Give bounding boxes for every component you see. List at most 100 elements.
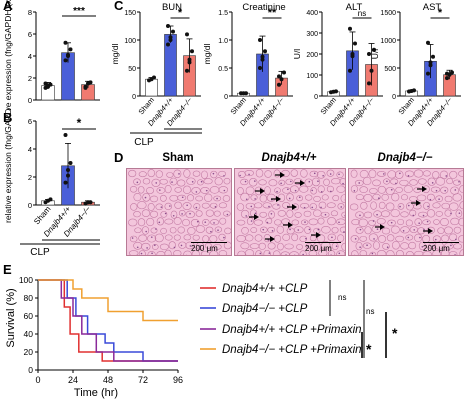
tubule xyxy=(405,234,414,241)
tubule xyxy=(201,170,208,179)
tubule xyxy=(272,203,281,210)
nucleus xyxy=(262,228,265,231)
y-tick-label: 0 xyxy=(28,201,32,210)
data-point xyxy=(168,38,173,42)
tubule xyxy=(299,235,308,242)
micrograph-ko: 200 μm xyxy=(348,168,464,256)
nucleus xyxy=(280,182,282,185)
nucleus xyxy=(266,221,269,224)
nucleus xyxy=(164,212,167,215)
tubule xyxy=(190,218,200,227)
tubule xyxy=(305,243,313,249)
tubule xyxy=(173,169,182,179)
tubule xyxy=(267,242,276,250)
tubule xyxy=(300,219,309,226)
tubule xyxy=(318,201,327,210)
tubule xyxy=(432,249,442,255)
survival-curve xyxy=(38,279,178,362)
tubule xyxy=(237,250,246,255)
tubule xyxy=(265,217,273,225)
nucleus xyxy=(329,173,332,175)
tubule xyxy=(405,251,414,255)
tubule xyxy=(435,211,443,217)
tubule xyxy=(193,203,201,210)
data-point xyxy=(68,161,73,165)
sig-label: * xyxy=(178,7,183,19)
tubule xyxy=(278,179,286,186)
panel-a-bars xyxy=(41,40,95,101)
tubule xyxy=(186,177,196,185)
tubule xyxy=(254,202,263,209)
tubule xyxy=(137,201,147,210)
tubule xyxy=(147,251,156,255)
data-point xyxy=(372,47,376,52)
tubule xyxy=(290,169,298,177)
nucleus xyxy=(322,174,324,177)
arrow-icon xyxy=(423,228,433,234)
nucleus xyxy=(431,245,434,248)
tubule xyxy=(160,211,168,218)
tubule xyxy=(277,242,284,251)
nucleus xyxy=(330,254,332,255)
tubule xyxy=(337,234,345,243)
tubule xyxy=(387,170,397,179)
tubule xyxy=(458,170,463,177)
tubule xyxy=(284,243,294,250)
tubule xyxy=(282,202,291,209)
tubule xyxy=(138,234,147,242)
nucleus xyxy=(250,220,253,222)
nucleus xyxy=(297,229,300,231)
y-tick-label: 1.5 xyxy=(218,10,228,17)
tubule xyxy=(200,186,210,194)
tubule xyxy=(405,219,413,227)
nucleus xyxy=(172,214,175,217)
nucleus xyxy=(171,181,173,183)
nucleus xyxy=(438,198,440,200)
tubule xyxy=(326,169,335,177)
tubule xyxy=(426,193,435,201)
tubule xyxy=(259,194,267,203)
tubule xyxy=(395,170,404,179)
tubule xyxy=(426,226,435,234)
tubule xyxy=(210,202,218,209)
tubule xyxy=(358,218,368,228)
micrograph-wt: 200 μm xyxy=(234,168,346,256)
data-point xyxy=(68,47,73,52)
nucleus xyxy=(340,206,343,208)
tubule xyxy=(191,250,200,255)
tubule xyxy=(223,241,231,250)
tubule xyxy=(372,193,381,201)
data-point xyxy=(260,54,265,59)
tubule xyxy=(363,194,373,202)
nucleus xyxy=(413,229,416,231)
nucleus xyxy=(429,198,432,201)
tubule xyxy=(137,186,145,194)
nucleus xyxy=(431,182,434,184)
data-point xyxy=(445,76,449,81)
tubule xyxy=(376,171,387,177)
tubule xyxy=(418,241,426,251)
nucleus xyxy=(210,230,212,233)
nucleus xyxy=(402,230,405,232)
tubule xyxy=(155,170,163,178)
nucleus xyxy=(245,215,248,217)
tubule xyxy=(185,210,196,219)
tubule xyxy=(359,250,367,255)
nucleus xyxy=(353,190,356,192)
nucleus xyxy=(303,206,306,209)
tubule xyxy=(250,227,258,233)
nucleus xyxy=(376,228,379,230)
tubule xyxy=(197,179,204,186)
tubule xyxy=(368,169,377,179)
data-point xyxy=(350,52,355,56)
nucleus xyxy=(407,204,410,207)
tubule xyxy=(241,226,249,235)
tubule xyxy=(316,170,326,179)
nucleus xyxy=(427,205,429,208)
tubule xyxy=(264,186,271,195)
y-tick-label: 20 xyxy=(24,347,34,357)
nucleus xyxy=(254,180,256,182)
y-tick-label: 4 xyxy=(28,145,32,154)
tubule xyxy=(409,209,417,217)
y-tick-label: 0.5 xyxy=(218,66,228,73)
